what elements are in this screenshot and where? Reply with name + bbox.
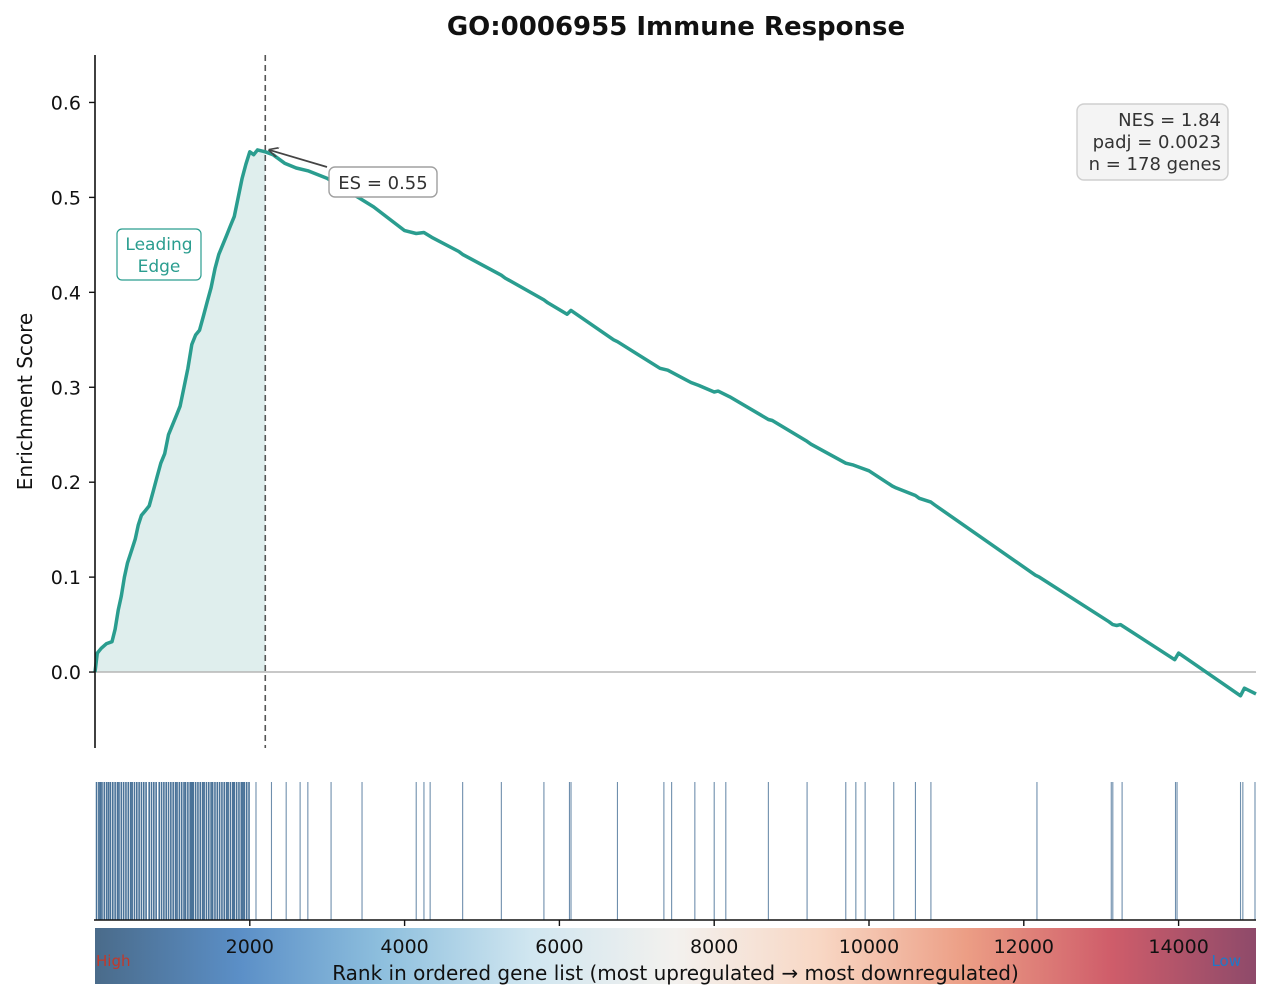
gene-hit-rug-panel <box>94 782 1256 921</box>
y-tick-label: 0.4 <box>51 282 81 304</box>
colorbar-gradient <box>95 928 1256 984</box>
y-tick-label: 0.5 <box>51 187 81 209</box>
enrichment-plot-panel: 0.0 0.1 0.2 0.3 0.4 0.5 0.6 Enrichment Score L… <box>13 55 1257 748</box>
y-tick-label: 0.1 <box>51 567 81 589</box>
gene-hit-marks <box>95 782 1256 920</box>
x-tick-label: 12000 <box>994 936 1054 958</box>
y-tick-label: 0.0 <box>51 662 81 684</box>
peak-es-annotation: ES = 0.55 <box>269 150 438 198</box>
x-tick-label: 10000 <box>839 936 899 958</box>
x-tick-label: 8000 <box>690 936 738 958</box>
peak-es-box <box>328 166 438 198</box>
low-rank-label: Low <box>1211 952 1241 970</box>
y-tick-label: 0.3 <box>51 377 81 399</box>
stats-box <box>1076 103 1229 181</box>
x-tick-label: 4000 <box>380 936 428 958</box>
gene-count: n = 178 genes <box>1089 154 1221 175</box>
y-tick-label: 0.6 <box>51 92 81 114</box>
y-axis-label: Enrichment Score <box>13 313 37 490</box>
nes-value: NES = 1.84 <box>1118 110 1221 131</box>
padj-value: padj = 0.0023 <box>1093 132 1221 153</box>
peak-arrow <box>269 150 328 168</box>
chart-title: GO:0006955 Immune Response <box>447 12 905 42</box>
leading-edge-box <box>116 228 202 281</box>
y-axis-ticks: 0.0 0.1 0.2 0.3 0.4 0.5 0.6 <box>51 92 95 684</box>
x-tick-label: 6000 <box>535 936 583 958</box>
x-axis-ticks: 2000 4000 6000 8000 10000 12000 14000 <box>226 920 1209 958</box>
leading-edge-label-line1: Leading <box>125 235 192 255</box>
peak-es-label: ES = 0.55 <box>338 173 427 194</box>
y-tick-label: 0.2 <box>51 472 81 494</box>
ranked-metric-colorbar: 2000 4000 6000 8000 10000 12000 14000 High Low… <box>95 920 1256 985</box>
high-rank-label: High <box>96 952 130 970</box>
x-axis-label: Rank in ordered gene list (most upregula… <box>332 961 1019 985</box>
leading-edge-label-line2: Edge <box>138 257 181 277</box>
running-enrichment-score-line <box>93 148 1257 698</box>
stats-annotation: NES = 1.84 padj = 0.0023 n = 178 genes <box>1076 103 1229 181</box>
leading-edge-fill <box>95 149 266 673</box>
x-tick-label: 14000 <box>1148 936 1208 958</box>
x-tick-label: 2000 <box>226 936 274 958</box>
leading-edge-annotation: Leading Edge <box>116 228 202 281</box>
